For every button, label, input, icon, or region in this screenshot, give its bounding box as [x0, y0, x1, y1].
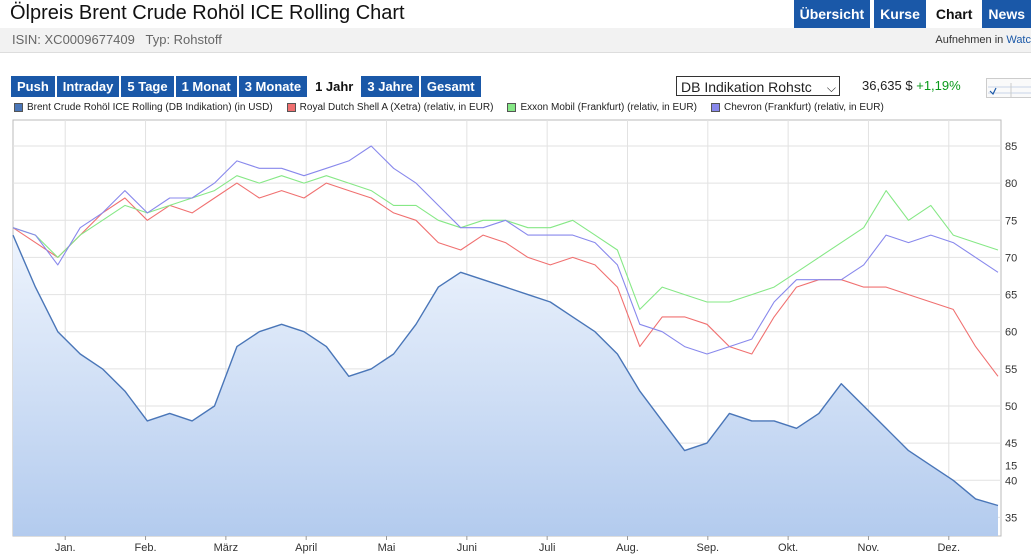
price-chart[interactable]: 35 40 45 50 55 60 65 70 75 80 85 15 Jan. Feb. März Apri… [0, 117, 1031, 556]
instrument-info: ISIN: XC0009677409 Typ: Rohstoff [12, 32, 222, 47]
y-tick-label: 40 [1005, 475, 1017, 487]
series-line-0 [12, 234, 999, 507]
period-3-monate[interactable]: 3 Monate [238, 76, 308, 97]
legend-label-chevron: Chevron (Frankfurt) (relativ, in EUR) [723, 102, 884, 113]
y-tick-label: 60 [1005, 327, 1017, 339]
legend-item-shell[interactable]: Royal Dutch Shell A (Xetra) (relativ, in… [286, 102, 494, 113]
y-tick-label: 55 [1005, 364, 1017, 376]
tab-chart[interactable]: Chart [929, 0, 979, 28]
legend-item-chevron[interactable]: Chevron (Frankfurt) (relativ, in EUR) [710, 102, 884, 113]
page-title: Ölpreis Brent Crude Rohöl ICE Rolling Ch… [10, 2, 405, 24]
x-tick-label: März [214, 542, 238, 554]
x-tick-label: Mai [378, 542, 396, 554]
period-intraday[interactable]: Intraday [56, 76, 120, 97]
quote: 36,635 $ +1,19% [862, 78, 961, 93]
type-text: Typ: Rohstoff [145, 32, 222, 47]
y-tick-label: 70 [1005, 252, 1017, 264]
x-tick-label: April [295, 542, 317, 554]
mini-chart-icon [988, 83, 1031, 97]
period-push[interactable]: Push [11, 76, 55, 97]
exchange-select[interactable]: DB Indikation Rohstc ⌵ [676, 76, 840, 96]
x-tick-label: Feb. [135, 542, 157, 554]
legend-swatch-chevron [710, 103, 720, 112]
x-tick-label: Dez. [937, 542, 960, 554]
period-5-tage[interactable]: 5 Tage [121, 76, 174, 97]
mini-chart-thumbnail[interactable] [986, 78, 1031, 98]
info-bar: ISIN: XC0009677409 Typ: Rohstoff Aufnehm… [0, 28, 1031, 53]
tab-kurse[interactable]: Kurse [874, 0, 926, 28]
legend-item-brent[interactable]: Brent Crude Rohöl ICE Rolling (DB Indika… [14, 102, 273, 113]
watchlist-prefix: Aufnehmen in [935, 34, 1004, 46]
period-selector: Push Intraday 5 Tage 1 Monat 3 Monate 1 … [11, 76, 481, 97]
legend-swatch-shell [286, 103, 296, 112]
legend-label-brent: Brent Crude Rohöl ICE Rolling (DB Indika… [27, 102, 273, 113]
x-tick-label: Aug. [616, 542, 639, 554]
y-tick-label: 65 [1005, 290, 1017, 302]
tab-uebersicht[interactable]: Übersicht [793, 0, 871, 28]
x-tick-label: Juli [539, 542, 556, 554]
period-gesamt[interactable]: Gesamt [420, 76, 481, 97]
period-1-monat[interactable]: 1 Monat [175, 76, 237, 97]
isin-text: ISIN: XC0009677409 [12, 32, 135, 47]
period-3-jahre[interactable]: 3 Jahre [361, 76, 419, 97]
quote-price: 36,635 $ [862, 78, 913, 93]
y-tick-label: 35 [1005, 512, 1017, 524]
watchlist-link-text[interactable]: Watc [1006, 34, 1031, 46]
y-tick-label: 75 [1005, 215, 1017, 227]
x-tick-label: Okt. [778, 542, 798, 554]
x-tick-label: Juni [457, 542, 477, 554]
y-tick-label: 80 [1005, 178, 1017, 190]
y-tick-label: 85 [1005, 141, 1017, 153]
period-1-jahr[interactable]: 1 Jahr [309, 76, 360, 97]
tab-news[interactable]: News [982, 0, 1031, 28]
series-area-0 [13, 235, 998, 536]
x-tick-label: Jan. [55, 542, 76, 554]
exchange-select-value: DB Indikation Rohstc [681, 79, 812, 95]
y-tick-label-extra: 15 [1005, 460, 1017, 472]
y-tick-label: 45 [1005, 438, 1017, 450]
top-navigation: Übersicht Kurse Chart News [793, 0, 1031, 28]
x-tick-label: Sep. [696, 542, 719, 554]
x-tick-label: Nov. [858, 542, 880, 554]
quote-change: +1,19% [916, 78, 961, 93]
series-line-3 [12, 145, 999, 355]
chart-legend: Brent Crude Rohöl ICE Rolling (DB Indika… [14, 102, 898, 113]
legend-swatch-exxon [507, 103, 517, 112]
watchlist-add-link[interactable]: Aufnehmen in Watc [935, 34, 1031, 46]
legend-label-shell: Royal Dutch Shell A (Xetra) (relativ, in… [299, 102, 494, 113]
legend-item-exxon[interactable]: Exxon Mobil (Frankfurt) (relativ, in EUR… [507, 102, 697, 113]
legend-label-exxon: Exxon Mobil (Frankfurt) (relativ, in EUR… [520, 102, 697, 113]
y-tick-label: 50 [1005, 401, 1017, 413]
legend-swatch-brent [14, 103, 23, 112]
chevron-down-icon: ⌵ [826, 81, 836, 95]
